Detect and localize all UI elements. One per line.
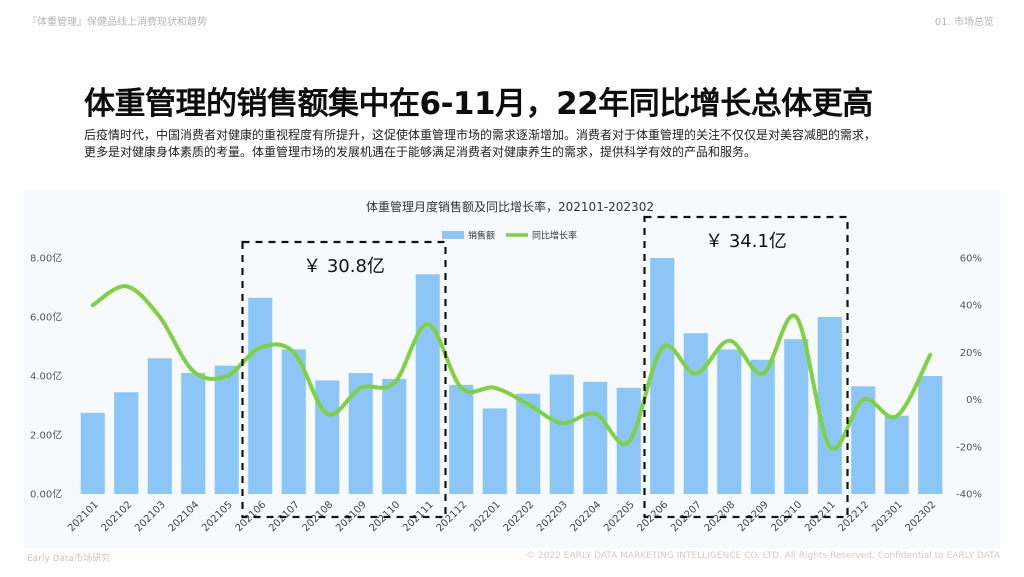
- footer-copyright: © 2022 EARLY DATA MARKETING INTELLIGENCE…: [526, 551, 1000, 561]
- sales-bar: [214, 365, 239, 494]
- y-right-tick-label: 20%: [960, 348, 982, 359]
- x-tick-label: 202302: [904, 499, 939, 534]
- sales-bar: [415, 274, 440, 494]
- sales-bar: [482, 408, 507, 494]
- legend-label-growth: 同比增长率: [532, 230, 577, 242]
- sales-bar: [248, 297, 273, 494]
- sales-bar: [650, 258, 675, 494]
- sales-bar: [449, 384, 474, 494]
- y-right-tick-label: -40%: [956, 490, 982, 501]
- x-tick-label: 202205: [602, 499, 637, 534]
- legend: 销售额 同比增长率: [442, 230, 577, 242]
- x-tick-label: 202104: [167, 499, 202, 534]
- sales-bar: [181, 373, 206, 494]
- description-line-1: 后疫情时代，中国消费者对健康的重视程度有所提升，这促使体重管理市场的需求逐渐增加…: [84, 128, 877, 142]
- y-left-tick-label: 6.00亿: [30, 311, 62, 324]
- y-right-tick-label: 40%: [960, 301, 982, 312]
- sales-bar: [918, 376, 943, 494]
- sales-bar: [281, 349, 306, 494]
- x-tick-label: 202101: [66, 499, 101, 534]
- sales-growth-chart: 体重管理月度销售额及同比增长率，202101-202302 销售额 同比增长率 …: [30, 199, 982, 534]
- x-tick-label: 202301: [870, 499, 905, 534]
- legend-label-sales: 销售额: [468, 230, 495, 242]
- highlight-total-label: ￥ 30.8亿: [303, 256, 385, 277]
- x-tick-label: 202209: [736, 499, 771, 534]
- y-left-tick-label: 2.00亿: [30, 429, 62, 442]
- sales-bar: [884, 415, 909, 494]
- sales-bar: [851, 386, 876, 494]
- footer-brand: Early Data市场研究: [27, 554, 111, 564]
- y-left-tick-label: 4.00亿: [30, 370, 62, 383]
- x-tick-label: 202204: [569, 499, 604, 534]
- description: 后疫情时代，中国消费者对健康的重视程度有所提升，这促使体重管理市场的需求逐渐增加…: [84, 127, 954, 161]
- legend-swatch-sales: [442, 231, 464, 239]
- chart-panel: 体重管理月度销售额及同比增长率，202101-202302 销售额 同比增长率 …: [24, 190, 1000, 548]
- x-tick-label: 202111: [401, 499, 436, 534]
- sales-bar: [817, 317, 842, 494]
- y-right-tick-label: 0%: [966, 395, 982, 406]
- x-tick-label: 202206: [636, 499, 671, 534]
- sales-bar: [315, 380, 340, 494]
- chart-title: 体重管理月度销售额及同比增长率，202101-202302: [366, 199, 654, 214]
- y-right-tick-label: 60%: [960, 254, 982, 265]
- highlight-box: [241, 240, 447, 519]
- x-tick-label: 202106: [234, 499, 269, 534]
- sales-bar: [583, 381, 608, 494]
- sales-bar: [784, 339, 809, 494]
- sales-bar: [683, 333, 708, 494]
- sales-bar: [80, 412, 105, 494]
- x-tick-label: 202202: [502, 499, 537, 534]
- growth-rate-line: [90, 284, 933, 451]
- report-title: 『体重管理』保健品线上消费现状和趋势: [27, 17, 207, 28]
- x-tick-label: 202102: [100, 499, 135, 534]
- sales-bar: [114, 392, 139, 494]
- x-tick-label: 202211: [803, 499, 838, 534]
- sales-bar: [382, 378, 407, 494]
- sales-bar: [348, 373, 373, 494]
- highlight-total-label: ￥ 34.1亿: [705, 231, 787, 252]
- x-tick-label: 202105: [200, 499, 235, 534]
- sales-bar: [147, 358, 172, 494]
- sales-bar: [549, 374, 574, 494]
- y-left-tick-label: 8.00亿: [30, 252, 62, 265]
- highlight-box: [643, 215, 849, 519]
- sales-bar: [750, 359, 775, 494]
- x-tick-label: 202103: [133, 499, 168, 534]
- x-tick-label: 202203: [535, 499, 570, 534]
- sales-bar: [717, 349, 742, 494]
- x-tick-label: 202201: [468, 499, 503, 534]
- page-headline: 体重管理的销售额集中在6-11月，22年同比增长总体更高: [84, 86, 873, 122]
- y-right-tick-label: -20%: [956, 442, 982, 453]
- y-left-tick-label: 0.00亿: [30, 488, 62, 501]
- description-line-2: 更多是对健康身体素质的考量。体重管理市场的发展机遇在于能够满足消费者对健康养生的…: [84, 145, 757, 159]
- section-label: 01. 市场总览: [934, 17, 994, 28]
